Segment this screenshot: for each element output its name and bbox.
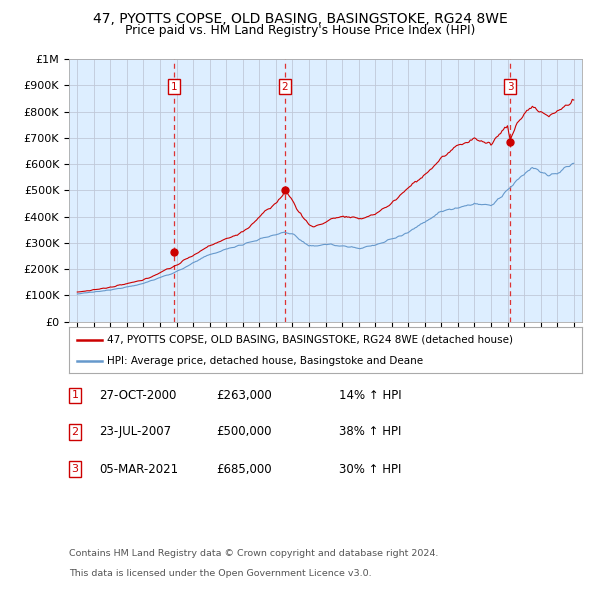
- Text: This data is licensed under the Open Government Licence v3.0.: This data is licensed under the Open Gov…: [69, 569, 371, 578]
- Text: 23-JUL-2007: 23-JUL-2007: [99, 425, 171, 438]
- Text: Price paid vs. HM Land Registry's House Price Index (HPI): Price paid vs. HM Land Registry's House …: [125, 24, 475, 37]
- Text: 47, PYOTTS COPSE, OLD BASING, BASINGSTOKE, RG24 8WE (detached house): 47, PYOTTS COPSE, OLD BASING, BASINGSTOK…: [107, 335, 514, 345]
- Text: £685,000: £685,000: [216, 463, 272, 476]
- Text: 30% ↑ HPI: 30% ↑ HPI: [339, 463, 401, 476]
- Text: 05-MAR-2021: 05-MAR-2021: [99, 463, 178, 476]
- Text: 1: 1: [71, 391, 79, 400]
- Text: HPI: Average price, detached house, Basingstoke and Deane: HPI: Average price, detached house, Basi…: [107, 356, 424, 366]
- Text: 47, PYOTTS COPSE, OLD BASING, BASINGSTOKE, RG24 8WE: 47, PYOTTS COPSE, OLD BASING, BASINGSTOK…: [92, 12, 508, 26]
- Text: 14% ↑ HPI: 14% ↑ HPI: [339, 389, 401, 402]
- Text: 2: 2: [281, 81, 288, 91]
- Text: 1: 1: [170, 81, 177, 91]
- Text: 2: 2: [71, 427, 79, 437]
- Text: £500,000: £500,000: [216, 425, 271, 438]
- Text: 3: 3: [507, 81, 514, 91]
- Text: £263,000: £263,000: [216, 389, 272, 402]
- Text: 27-OCT-2000: 27-OCT-2000: [99, 389, 176, 402]
- Text: 38% ↑ HPI: 38% ↑ HPI: [339, 425, 401, 438]
- Text: 3: 3: [71, 464, 79, 474]
- Text: Contains HM Land Registry data © Crown copyright and database right 2024.: Contains HM Land Registry data © Crown c…: [69, 549, 439, 558]
